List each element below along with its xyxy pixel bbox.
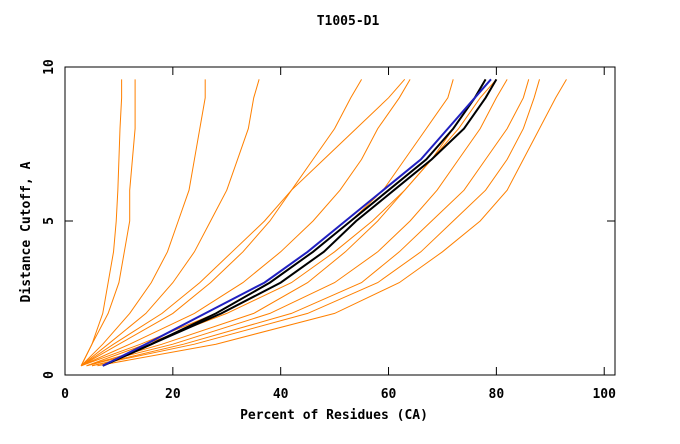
line-series bbox=[86, 79, 508, 367]
plot-frame bbox=[64, 66, 616, 376]
line-series bbox=[80, 79, 123, 366]
line-series bbox=[80, 79, 136, 366]
y-tick-label: 0 bbox=[42, 371, 57, 379]
line-series bbox=[102, 78, 492, 367]
y-tick-label: 10 bbox=[42, 59, 57, 75]
line-series bbox=[97, 79, 567, 367]
line-series bbox=[102, 78, 487, 367]
x-axis-label: Percent of Residues (CA) bbox=[240, 408, 428, 423]
line-series bbox=[80, 79, 411, 367]
x-tick-label: 100 bbox=[592, 387, 616, 402]
line-series bbox=[80, 79, 260, 367]
x-tick-label: 60 bbox=[381, 387, 397, 402]
y-axis-label: Distance Cutoff, A bbox=[19, 161, 34, 302]
y-tick-label: 5 bbox=[42, 217, 57, 225]
line-series bbox=[80, 78, 406, 367]
x-tick-label: 20 bbox=[165, 387, 181, 402]
line-series bbox=[91, 79, 540, 367]
x-tick-label: 40 bbox=[273, 387, 289, 402]
line-series bbox=[81, 79, 454, 367]
line-series bbox=[80, 79, 363, 367]
chart-title: T1005-D1 bbox=[317, 14, 380, 29]
line-series bbox=[91, 79, 530, 367]
line-series bbox=[102, 78, 498, 367]
x-tick-label: 80 bbox=[489, 387, 505, 402]
line-series bbox=[80, 79, 206, 367]
x-tick-label: 0 bbox=[61, 387, 69, 402]
